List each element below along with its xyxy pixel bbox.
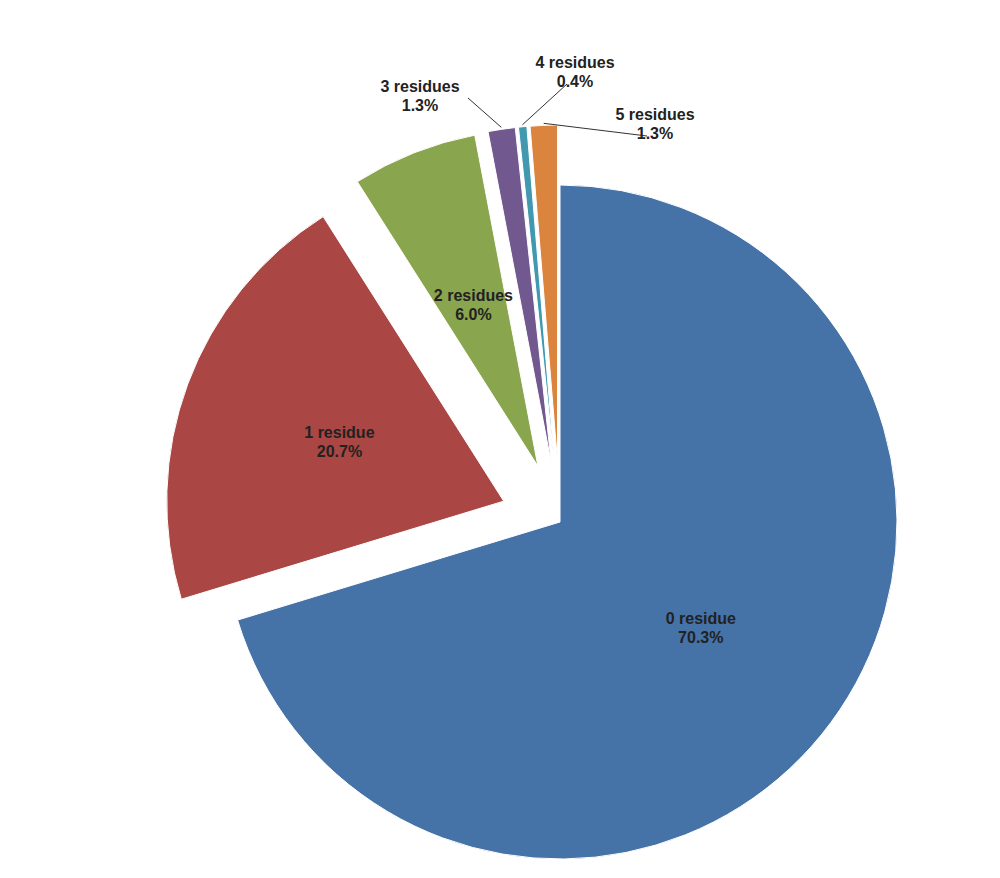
label-category: 4 residues	[535, 54, 614, 71]
pie	[167, 125, 897, 859]
label-value: 70.3%	[678, 629, 723, 646]
data-label: 3 residues 1.3%	[380, 78, 459, 114]
leader-line	[468, 98, 501, 127]
data-labels: 0 residue 70.3% 1 residue 20.7% 2 residues 6.…	[304, 54, 736, 647]
data-label: 1 residue 20.7%	[304, 424, 374, 460]
chart: 0 residue 70.3% 1 residue 20.7% 2 residues 6.…	[0, 0, 1000, 878]
label-category: 5 residues	[615, 106, 694, 123]
data-label: 5 residues 1.3%	[615, 106, 694, 142]
data-label: 4 residues 0.4%	[535, 54, 614, 90]
leader-line	[544, 123, 647, 136]
data-label: 0 residue 70.3%	[666, 610, 736, 646]
label-value: 20.7%	[317, 443, 362, 460]
leader-line	[522, 84, 567, 125]
label-category: 2 residues	[434, 287, 513, 304]
label-value: 1.3%	[637, 125, 673, 142]
label-category: 0 residue	[666, 610, 736, 627]
label-value: 6.0%	[455, 306, 491, 323]
pie-slice	[530, 125, 557, 462]
data-label: 2 residues 6.0%	[434, 287, 513, 323]
label-value: 1.3%	[402, 97, 438, 114]
label-value: 0.4%	[557, 73, 593, 90]
label-category: 1 residue	[304, 424, 374, 441]
label-category: 3 residues	[380, 78, 459, 95]
